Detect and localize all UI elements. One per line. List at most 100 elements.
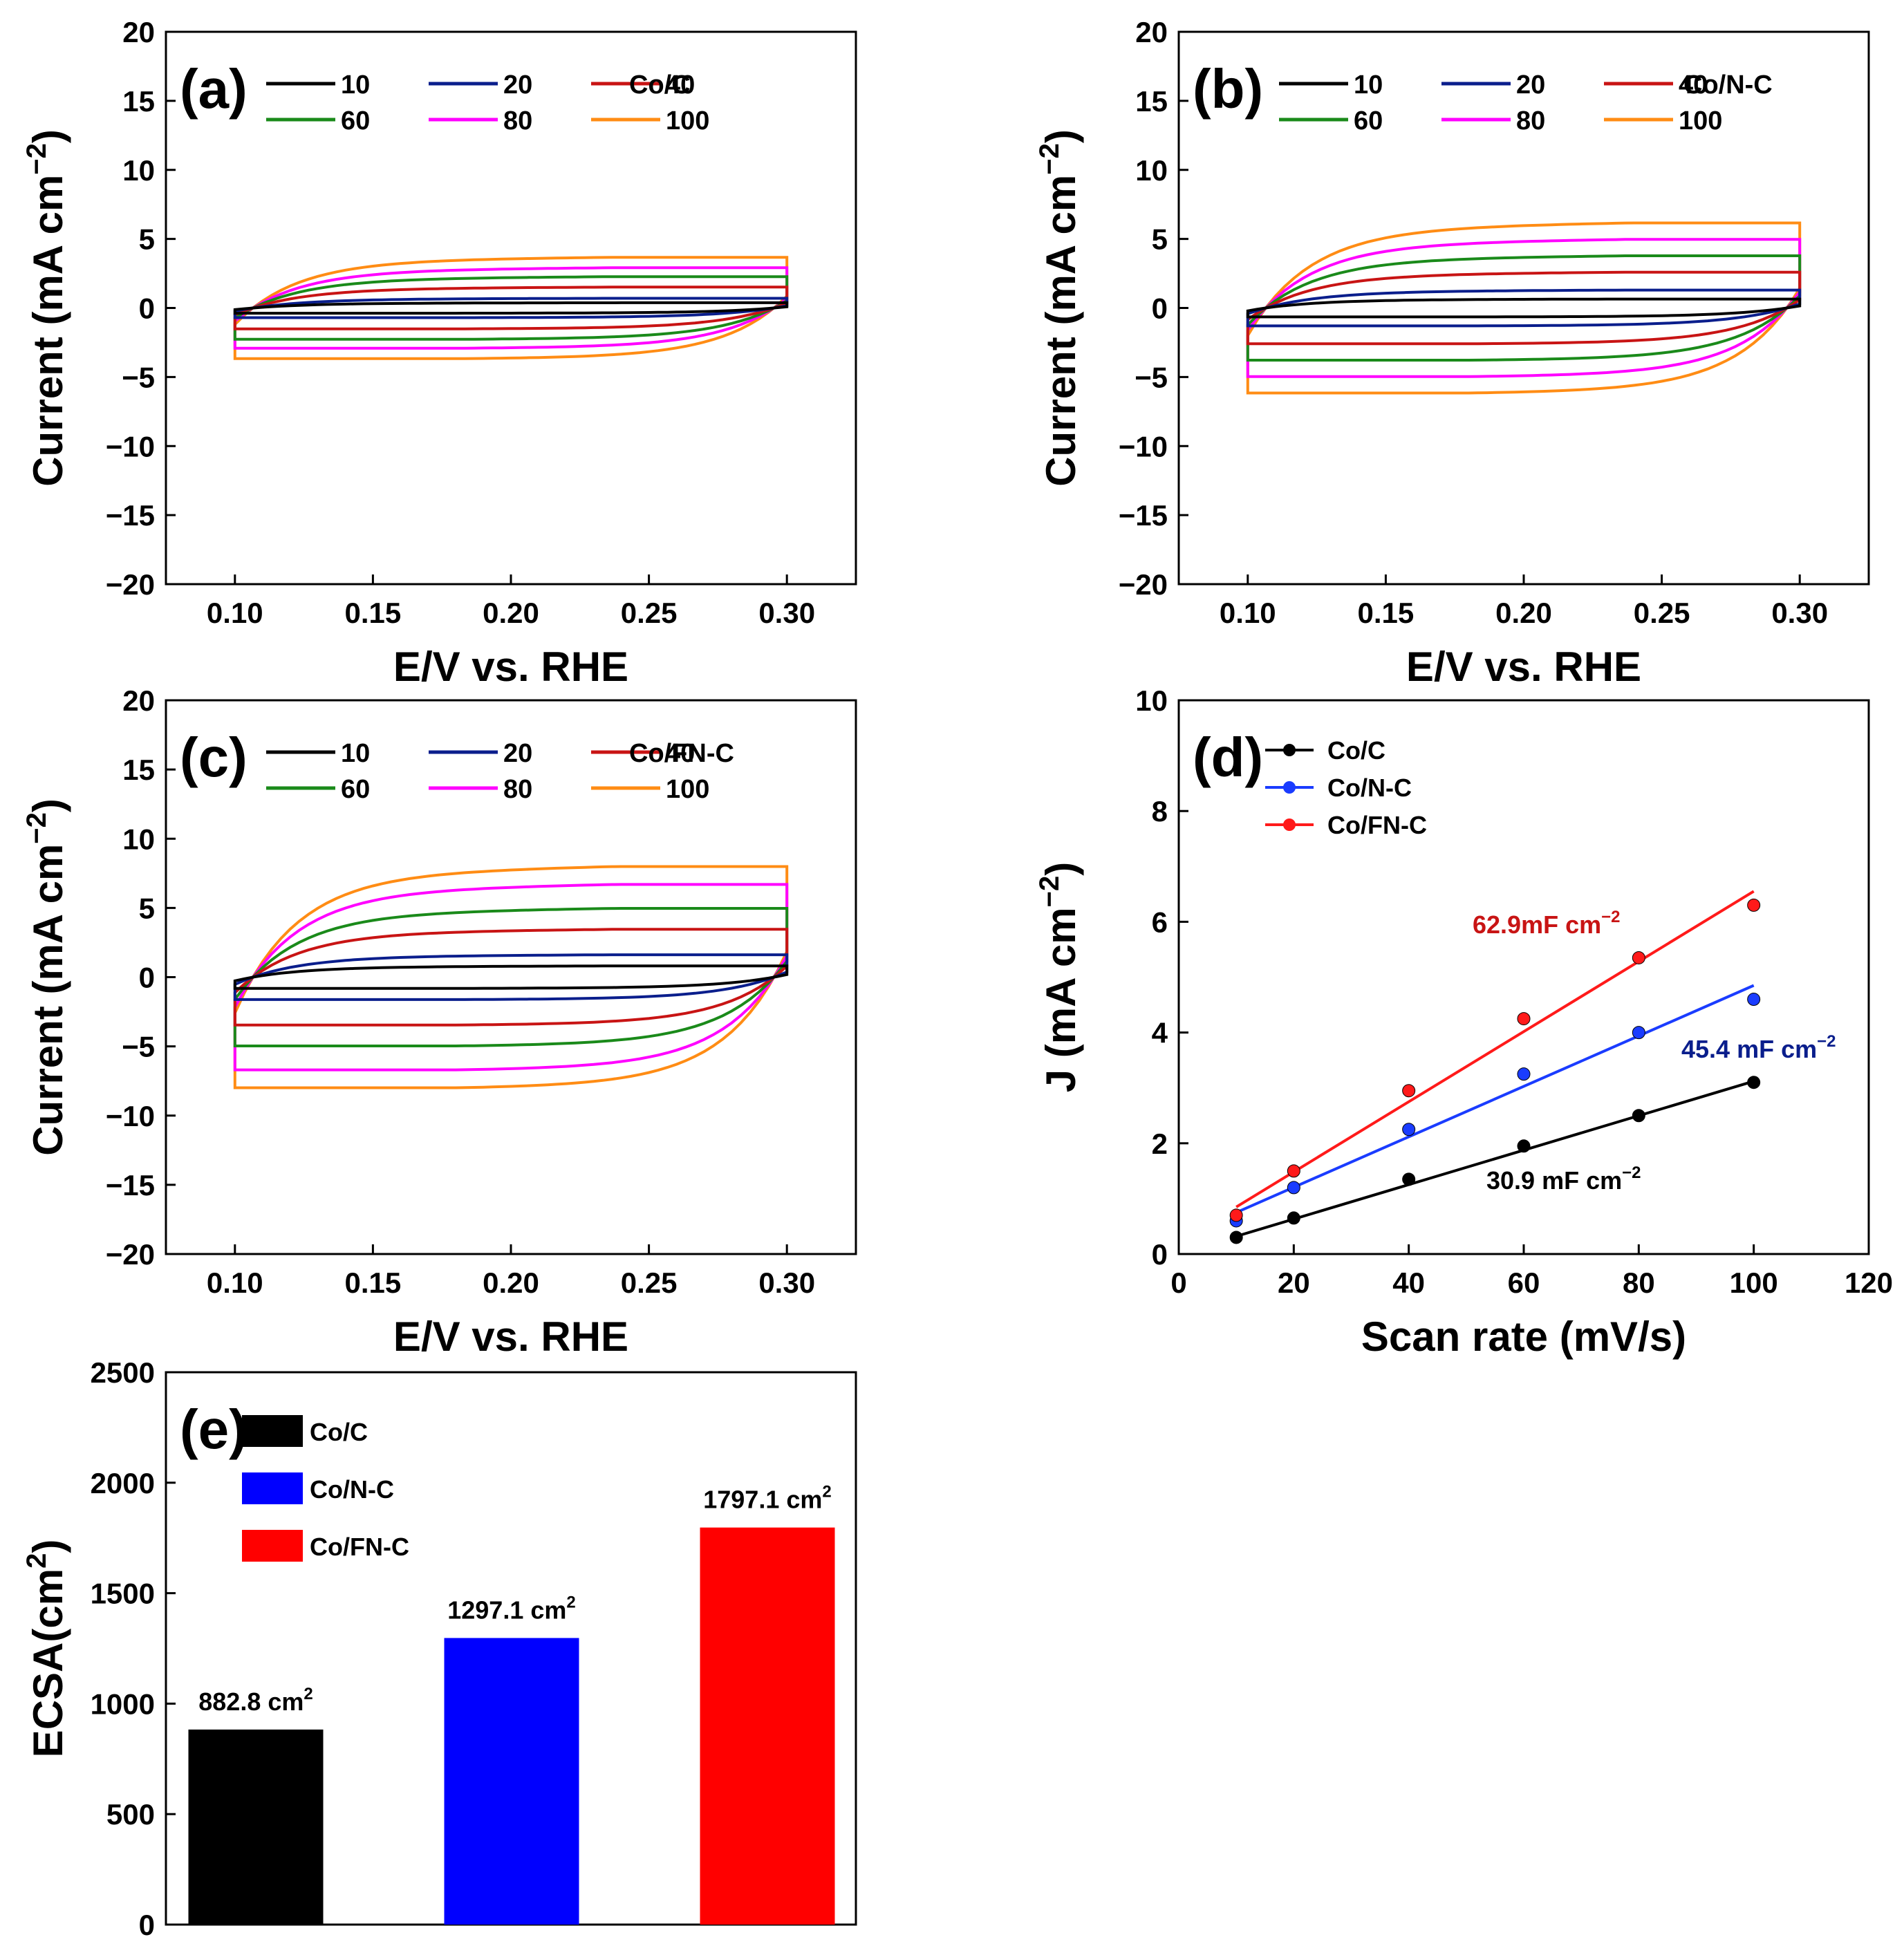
y-tick-label: −10 <box>1119 430 1168 462</box>
x-tick-label: 0.10 <box>207 597 263 629</box>
y-tick-label: 10 <box>122 154 155 187</box>
bar-Co/FN-C <box>700 1527 835 1925</box>
y-tick-label: 2000 <box>91 1467 155 1499</box>
y-tick-label: 4 <box>1152 1017 1168 1049</box>
cv-loop-80 <box>233 266 789 350</box>
bar-value-text: 882.8 cm <box>198 1687 304 1716</box>
y-tick-label: −20 <box>106 568 155 601</box>
legend-label: 80 <box>503 106 532 135</box>
slope-annotation-superscript: −2 <box>1622 1163 1641 1182</box>
slope-annotation: 45.4 mF cm−2 <box>1681 1032 1836 1063</box>
legend-label: Co/N-C <box>310 1475 394 1504</box>
legend-label: 10 <box>1354 71 1383 100</box>
panel-1: 20 15 10 5 0 −5 −10 −15 −20 0.10 0.15 0.20 0.25 0.30 E… <box>1034 16 1870 690</box>
legend-label: 80 <box>1516 106 1545 135</box>
x-tick-label: 0.30 <box>758 1266 815 1299</box>
legend-swatch-Co/N-C <box>242 1472 303 1504</box>
legend-marker-Co/N-C <box>1283 781 1296 794</box>
slope-annotation-text: 45.4 mF cm <box>1681 1035 1817 1063</box>
data-point-Co/C <box>1517 1139 1531 1153</box>
sample-label: Co/C <box>629 71 691 100</box>
legend-label: 10 <box>341 739 370 768</box>
panel-0: 20 15 10 5 0 −5 −10 −15 −20 0.10 0.15 0.20 0.25 0.30 E… <box>21 16 857 690</box>
x-tick-label: 0.25 <box>621 1266 678 1299</box>
data-point-Co/N-C <box>1517 1067 1531 1081</box>
x-tick-label: 0.10 <box>1220 597 1276 629</box>
y-tick-label: 0 <box>1152 1238 1168 1271</box>
fit-line-Co/N-C <box>1235 984 1755 1214</box>
x-axis-label: E/V vs. RHE <box>393 1313 628 1360</box>
bar-value-text: 1797.1 cm <box>703 1486 822 1514</box>
x-axis-label: E/V vs. RHE <box>393 644 628 690</box>
x-tick-label: 0.25 <box>1634 597 1690 629</box>
legend-marker-Co/FN-C <box>1283 819 1296 831</box>
y-tick-label: 20 <box>1135 16 1168 48</box>
x-tick-label: 60 <box>1508 1266 1540 1299</box>
y-tick-label: 2500 <box>91 1356 155 1389</box>
data-point-Co/N-C <box>1287 1181 1300 1195</box>
y-tick-label: 0 <box>139 292 155 325</box>
cv-loop-80 <box>233 883 789 1072</box>
data-point-Co/N-C <box>1747 993 1761 1007</box>
data-point-Co/FN-C <box>1517 1012 1531 1026</box>
data-point-Co/C <box>1287 1211 1300 1225</box>
cv-loop-100 <box>1246 221 1802 395</box>
y-tick-label: 8 <box>1152 795 1168 827</box>
data-point-Co/FN-C <box>1287 1164 1300 1178</box>
y-axis-label-text: ECSA(cm <box>25 1569 71 1757</box>
legend-label: 40 <box>1679 71 1708 100</box>
data-point-Co/N-C <box>1402 1123 1416 1136</box>
data-point-Co/FN-C <box>1747 898 1761 912</box>
x-tick-label: 0.20 <box>483 597 539 629</box>
slope-annotation-text: 62.9mF cm <box>1473 910 1601 939</box>
panel-label: (e) <box>180 1399 248 1460</box>
sample-label: Co/FN-C <box>629 739 734 768</box>
cv-loop-20 <box>233 953 789 1001</box>
data-point-Co/FN-C <box>1229 1208 1243 1222</box>
fit-line-Co/FN-C <box>1235 890 1755 1208</box>
legend-label: Co/FN-C <box>1327 811 1427 839</box>
legend-label: 100 <box>666 775 709 804</box>
cv-loop-10 <box>1246 297 1802 319</box>
y-tick-label: 500 <box>106 1798 155 1831</box>
cv-loop-20 <box>1246 288 1802 328</box>
legend-label: 60 <box>341 775 370 804</box>
y-axis-label-close: ) <box>25 1540 71 1553</box>
legend-label: 10 <box>341 71 370 100</box>
legend-swatch-Co/FN-C <box>242 1530 303 1562</box>
y-axis-label-text: Current (mA cm <box>25 175 71 487</box>
x-tick-label: 0.15 <box>345 597 402 629</box>
cv-loop-100 <box>233 256 789 360</box>
data-point-Co/FN-C <box>1632 951 1645 964</box>
cv-loop-40 <box>233 286 789 330</box>
y-tick-label: −20 <box>106 1238 155 1271</box>
y-tick-label: 20 <box>122 684 155 717</box>
data-point-Co/C <box>1632 1109 1645 1123</box>
slope-annotation: 30.9 mF cm−2 <box>1486 1163 1641 1195</box>
x-tick-label: 0.20 <box>1495 597 1552 629</box>
x-axis-label: Scan rate (mV/s) <box>1361 1313 1686 1360</box>
legend-label: Co/N-C <box>1327 774 1412 802</box>
y-axis-label-superscript: −2 <box>21 143 52 175</box>
bar-value-label: 1297.1 cm2 <box>447 1593 576 1624</box>
bar-value-superscript: 2 <box>822 1483 831 1502</box>
y-tick-label: 1500 <box>91 1578 155 1610</box>
cv-loop-40 <box>233 928 789 1027</box>
y-axis-label-superscript: −2 <box>21 812 52 844</box>
y-tick-label: −5 <box>122 1031 155 1063</box>
x-tick-label: 0 <box>1170 1266 1186 1299</box>
x-tick-label: 20 <box>1278 1266 1310 1299</box>
x-tick-label: 0.30 <box>1771 597 1828 629</box>
legend-label: 60 <box>341 106 370 135</box>
data-point-Co/N-C <box>1632 1026 1645 1040</box>
legend-label: Co/C <box>1327 736 1385 765</box>
y-tick-label: 5 <box>139 223 155 256</box>
y-tick-label: 0 <box>1152 292 1168 325</box>
y-tick-label: −10 <box>106 1100 155 1132</box>
bar-value-label: 1797.1 cm2 <box>703 1483 832 1514</box>
y-axis-label-close: ) <box>25 798 71 812</box>
cv-loop-10 <box>233 964 789 990</box>
x-tick-label: 0.10 <box>207 1266 263 1299</box>
